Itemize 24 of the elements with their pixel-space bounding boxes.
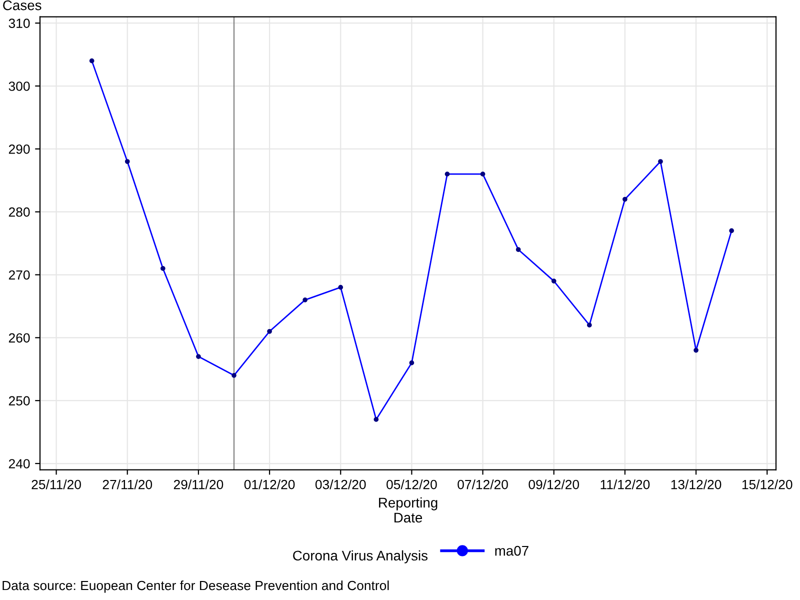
y-tick-label: 280 xyxy=(8,207,30,217)
x-tick-label: 09/12/20 xyxy=(528,480,580,490)
legend-label: ma07 xyxy=(495,546,528,556)
y-tick-label: 240 xyxy=(8,459,30,468)
x-tick-label: 03/12/20 xyxy=(315,480,366,490)
x-tick-label: 07/12/20 xyxy=(458,480,508,490)
y-tick-label: 310 xyxy=(8,18,30,28)
x-tick-label: 15/12/20 xyxy=(742,480,792,490)
y-tick-label: 260 xyxy=(8,333,30,343)
x-tick-label: 29/11/20 xyxy=(174,480,224,490)
x-tick-label: 01/12/20 xyxy=(244,480,295,490)
y-tick-label: 250 xyxy=(8,396,30,406)
x-tick-label: 27/11/20 xyxy=(102,480,152,490)
x-tick-label: 13/12/20 xyxy=(671,480,722,490)
legend-title: Corona Virus Analysis xyxy=(293,550,428,564)
x-tick-label: 25/11/20 xyxy=(32,480,81,490)
x-tick-label: 11/12/20 xyxy=(600,480,650,490)
source-note: Data source: Euopean Center for Desease Prevention and Control xyxy=(2,580,389,593)
x-axis-title: Reporting Date xyxy=(379,497,438,523)
y-tick-label: 300 xyxy=(8,82,30,91)
y-tick-label: 270 xyxy=(8,270,30,280)
y-axis-title: Cases xyxy=(3,0,42,10)
y-tick-label: 290 xyxy=(8,144,30,154)
x-tick-label: 05/12/20 xyxy=(386,480,437,490)
